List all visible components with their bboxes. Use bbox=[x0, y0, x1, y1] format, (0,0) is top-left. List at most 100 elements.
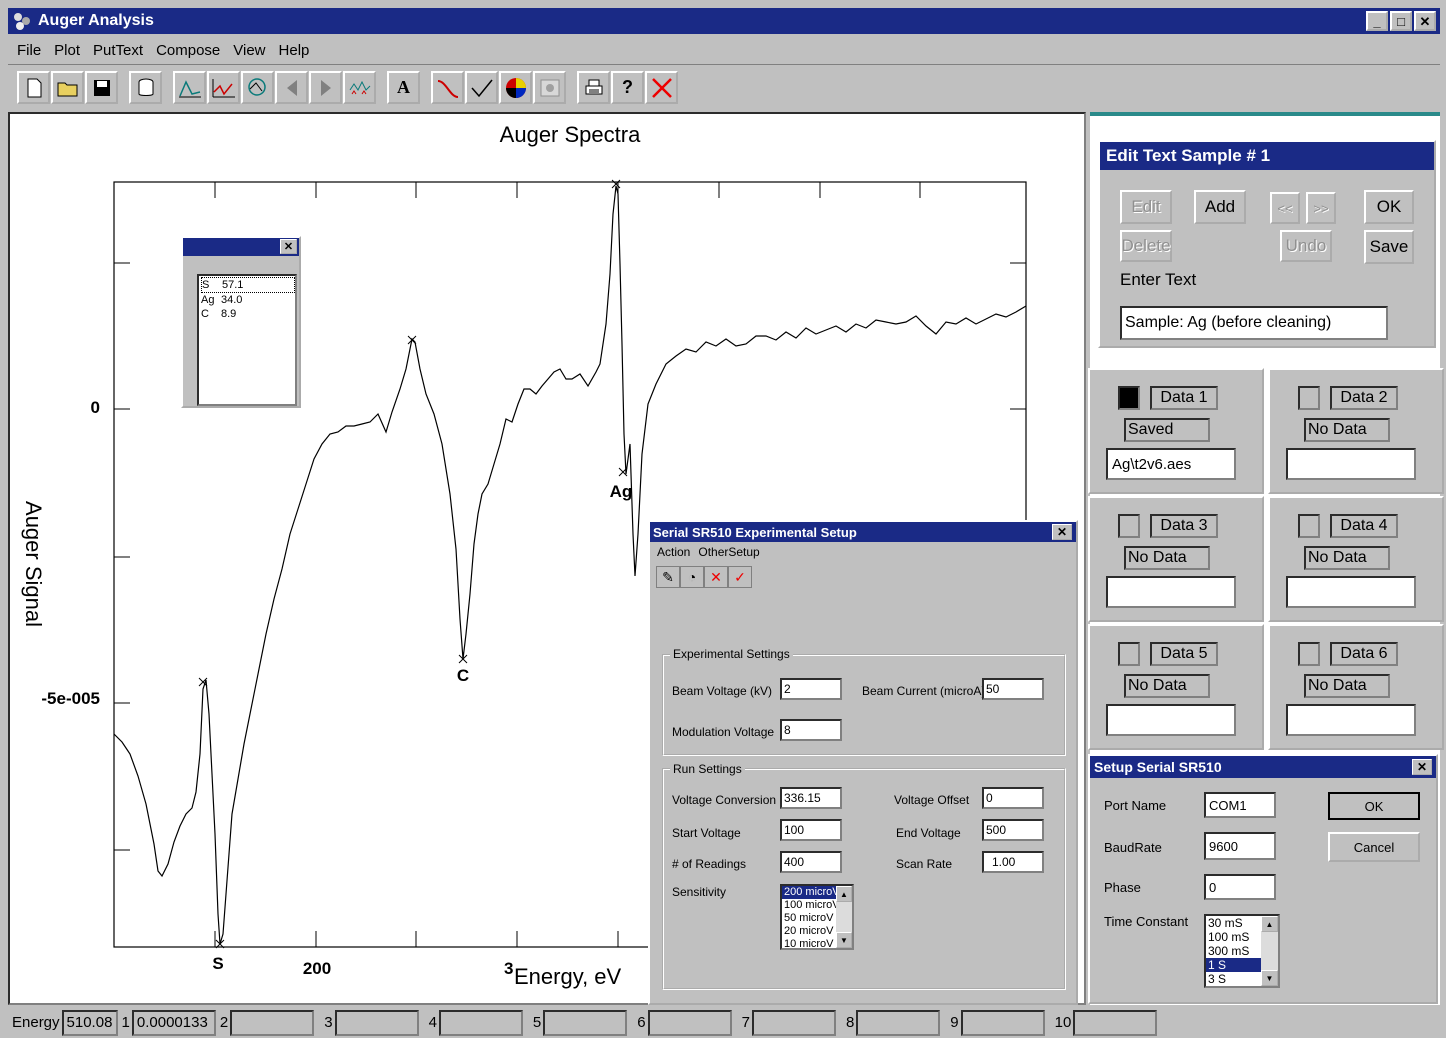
help-icon[interactable]: ? bbox=[611, 71, 644, 104]
cancel-icon[interactable]: ✕ bbox=[704, 566, 728, 588]
channel-7-value bbox=[751, 1009, 836, 1036]
menu-view[interactable]: View bbox=[233, 41, 266, 59]
pencil-icon[interactable]: ✎ bbox=[656, 566, 680, 588]
data-slot-5[interactable]: Data 5 No Data bbox=[1088, 624, 1264, 750]
line-plot-icon[interactable] bbox=[207, 71, 240, 104]
peak-plot-icon[interactable] bbox=[173, 71, 206, 104]
delete-button[interactable]: Delete bbox=[1120, 230, 1172, 262]
list-item[interactable]: 300 mS bbox=[1208, 944, 1250, 958]
exit-icon[interactable] bbox=[645, 71, 678, 104]
menu-file[interactable]: File bbox=[17, 41, 42, 59]
menu-help[interactable]: Help bbox=[278, 41, 310, 59]
add-button[interactable]: Add bbox=[1194, 190, 1246, 224]
baud-field[interactable]: 9600 bbox=[1204, 832, 1276, 860]
list-item[interactable]: 30 mS bbox=[1208, 916, 1243, 930]
sample-text-input[interactable]: Sample: Ag (before cleaning) bbox=[1120, 306, 1388, 340]
scan-rate-field[interactable]: 1.00 bbox=[982, 851, 1044, 873]
data-file-field[interactable] bbox=[1286, 576, 1416, 608]
list-item[interactable]: 100 mS bbox=[1208, 930, 1250, 944]
menu-action[interactable]: Action bbox=[657, 545, 691, 559]
end-voltage-field[interactable]: 500 bbox=[982, 819, 1044, 841]
right-arrow-icon[interactable] bbox=[309, 71, 342, 104]
scrollbar[interactable]: ▲ ▼ bbox=[1261, 916, 1278, 986]
print-icon[interactable] bbox=[577, 71, 610, 104]
maximize-button[interactable]: □ bbox=[1390, 11, 1412, 31]
data-file-field[interactable] bbox=[1286, 448, 1416, 480]
apply-check-icon[interactable]: ✓ bbox=[728, 566, 752, 588]
beam-voltage-field[interactable]: 2 bbox=[780, 678, 842, 700]
new-file-icon[interactable] bbox=[17, 71, 50, 104]
data-slot-3[interactable]: Data 3 No Data bbox=[1088, 496, 1264, 622]
edit-button[interactable]: Edit bbox=[1120, 190, 1172, 224]
text-icon[interactable]: A bbox=[387, 71, 420, 104]
phase-field[interactable]: 0 bbox=[1204, 874, 1276, 900]
port-field[interactable]: COM1 bbox=[1204, 792, 1276, 818]
curve-icon[interactable] bbox=[431, 71, 464, 104]
prev-button[interactable]: << bbox=[1270, 192, 1300, 224]
scrollbar[interactable]: ▲ ▼ bbox=[836, 886, 852, 948]
data-slot-2[interactable]: Data 2 No Data bbox=[1268, 368, 1444, 494]
menu-othersetup[interactable]: OtherSetup bbox=[698, 545, 760, 559]
time-constant-list[interactable]: 30 mS 100 mS 300 mS 1 S 3 S ▲ ▼ bbox=[1204, 914, 1280, 988]
close-icon[interactable]: ✕ bbox=[1412, 759, 1432, 775]
check-icon[interactable] bbox=[465, 71, 498, 104]
database-icon[interactable] bbox=[129, 71, 162, 104]
serial-cancel-button[interactable]: Cancel bbox=[1328, 832, 1420, 862]
peak-markers-icon[interactable] bbox=[343, 71, 376, 104]
color-swatch[interactable] bbox=[1118, 386, 1140, 410]
data-slot-1[interactable]: Data 1 Saved Ag\t2v6.aes bbox=[1088, 368, 1264, 494]
sensitivity-list[interactable]: 200 microV 100 microV 50 microV 20 micro… bbox=[780, 884, 854, 950]
zoom-icon[interactable] bbox=[241, 71, 274, 104]
list-item[interactable]: 50 microV bbox=[784, 912, 834, 924]
start-voltage-field[interactable]: 100 bbox=[780, 819, 842, 841]
save-button[interactable]: Save bbox=[1364, 230, 1414, 264]
list-item[interactable]: 10 microV bbox=[784, 938, 834, 950]
list-item[interactable]: Ag 34.0 bbox=[201, 294, 243, 306]
scroll-down-icon[interactable]: ▼ bbox=[1261, 970, 1278, 986]
composition-list[interactable]: S 57.1 Ag 34.0 C 8.9 bbox=[197, 274, 297, 406]
color-swatch[interactable] bbox=[1298, 386, 1320, 410]
list-item-selected[interactable]: 1 S bbox=[1206, 958, 1278, 972]
menu-compose[interactable]: Compose bbox=[156, 41, 221, 59]
serial-ok-button[interactable]: OK bbox=[1328, 792, 1420, 820]
undo-button[interactable]: Undo bbox=[1280, 230, 1332, 262]
color-swatch[interactable] bbox=[1118, 642, 1140, 666]
data-slot-6[interactable]: Data 6 No Data bbox=[1268, 624, 1444, 750]
color-swatch[interactable] bbox=[1298, 642, 1320, 666]
data-slot-4[interactable]: Data 4 No Data bbox=[1268, 496, 1444, 622]
open-folder-icon[interactable] bbox=[51, 71, 84, 104]
save-icon[interactable] bbox=[85, 71, 118, 104]
ok-button[interactable]: OK bbox=[1364, 190, 1414, 224]
data-file-field[interactable] bbox=[1106, 704, 1236, 736]
modulation-voltage-field[interactable]: 8 bbox=[780, 719, 842, 741]
list-item-selected[interactable]: 200 microV bbox=[782, 886, 852, 899]
data-file-field[interactable]: Ag\t2v6.aes bbox=[1106, 448, 1236, 480]
beam-current-field[interactable]: 50 bbox=[982, 678, 1044, 700]
left-arrow-icon[interactable] bbox=[275, 71, 308, 104]
scroll-up-icon[interactable]: ▲ bbox=[836, 886, 852, 902]
close-icon[interactable]: ✕ bbox=[1052, 524, 1072, 540]
voltage-offset-field[interactable]: 0 bbox=[982, 787, 1044, 809]
timer-icon[interactable]: ◔ bbox=[680, 566, 704, 588]
minimize-button[interactable]: _ bbox=[1366, 11, 1388, 31]
list-item[interactable]: 3 S bbox=[1208, 972, 1227, 986]
close-button[interactable]: ✕ bbox=[1414, 11, 1436, 31]
data-file-field[interactable] bbox=[1106, 576, 1236, 608]
color-swatch[interactable] bbox=[1118, 514, 1140, 538]
menu-puttext[interactable]: PutText bbox=[93, 41, 144, 59]
scroll-down-icon[interactable]: ▼ bbox=[836, 932, 852, 948]
scroll-up-icon[interactable]: ▲ bbox=[1261, 916, 1278, 932]
color-swatch[interactable] bbox=[1298, 514, 1320, 538]
voltage-conversion-field[interactable]: 336.15 bbox=[780, 787, 842, 809]
list-item[interactable]: S 57.1 bbox=[201, 277, 295, 293]
data-file-field[interactable] bbox=[1286, 704, 1416, 736]
list-item[interactable]: C 8.9 bbox=[201, 308, 237, 320]
menu-plot[interactable]: Plot bbox=[54, 41, 81, 59]
legend-close-icon[interactable]: ✕ bbox=[280, 239, 297, 254]
readings-field[interactable]: 400 bbox=[780, 851, 842, 873]
disabled-tool-icon[interactable] bbox=[533, 71, 566, 104]
list-item[interactable]: 100 microV bbox=[784, 899, 840, 911]
color-wheel-icon[interactable] bbox=[499, 71, 532, 104]
list-item[interactable]: 20 microV bbox=[784, 925, 834, 937]
next-button[interactable]: >> bbox=[1306, 192, 1336, 224]
